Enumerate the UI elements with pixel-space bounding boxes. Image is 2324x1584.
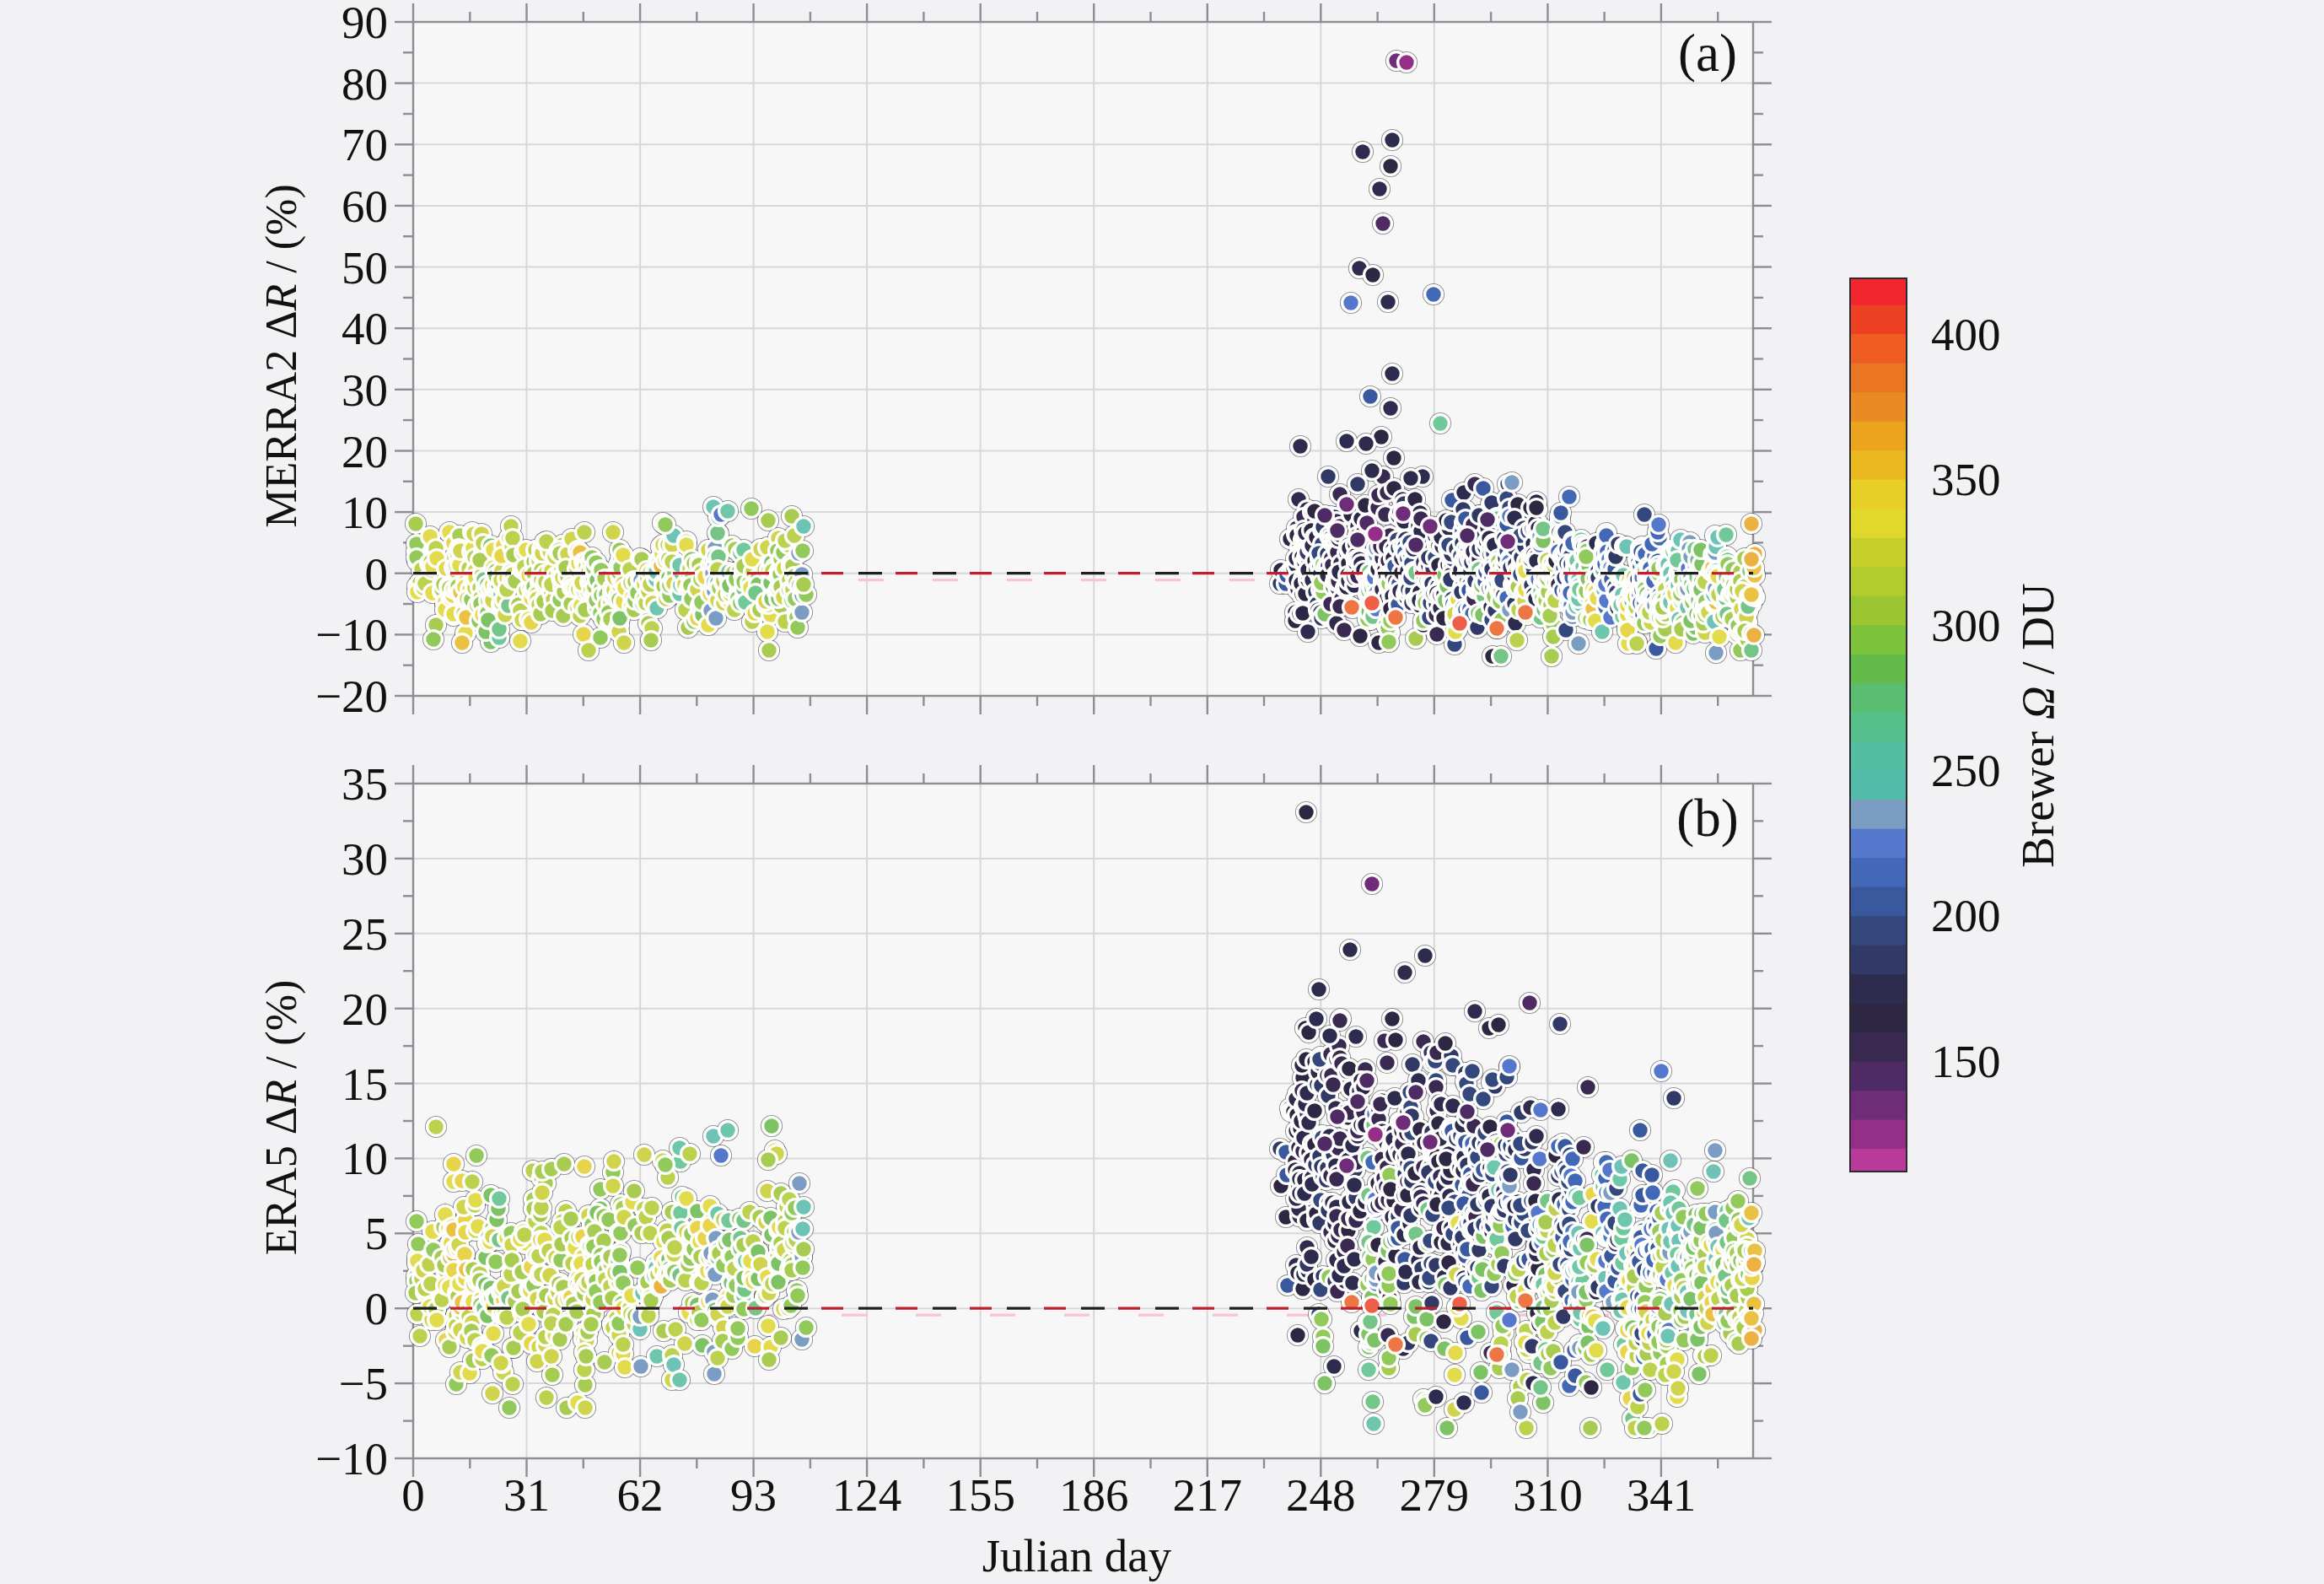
svg-text:10: 10: [342, 1133, 388, 1184]
svg-text:MERRA2 ΔR / (%): MERRA2 ΔR / (%): [257, 184, 306, 528]
svg-text:30: 30: [342, 364, 388, 416]
svg-text:−10: −10: [315, 609, 388, 660]
svg-text:124: 124: [832, 1469, 902, 1521]
svg-text:70: 70: [342, 119, 388, 170]
svg-text:0: 0: [401, 1469, 425, 1521]
svg-text:30: 30: [342, 833, 388, 885]
svg-text:217: 217: [1173, 1469, 1243, 1521]
svg-text:20: 20: [342, 983, 388, 1035]
svg-text:310: 310: [1513, 1469, 1583, 1521]
svg-text:31: 31: [503, 1469, 550, 1521]
svg-text:0: 0: [365, 1283, 389, 1334]
svg-text:80: 80: [342, 58, 388, 110]
svg-text:−5: −5: [338, 1358, 388, 1409]
svg-text:0: 0: [365, 548, 389, 600]
svg-text:5: 5: [365, 1208, 389, 1259]
svg-text:279: 279: [1400, 1469, 1470, 1521]
svg-text:150: 150: [1931, 1036, 2001, 1087]
svg-text:350: 350: [1931, 454, 2001, 505]
svg-text:−10: −10: [315, 1433, 388, 1484]
svg-text:(b): (b): [1676, 789, 1738, 848]
svg-text:400: 400: [1931, 309, 2001, 360]
svg-text:20: 20: [342, 426, 388, 477]
svg-text:90: 90: [342, 0, 388, 48]
svg-text:341: 341: [1627, 1469, 1697, 1521]
svg-text:250: 250: [1931, 745, 2001, 796]
svg-text:200: 200: [1931, 890, 2001, 941]
svg-text:15: 15: [342, 1059, 388, 1110]
svg-text:300: 300: [1931, 600, 2001, 651]
svg-text:155: 155: [945, 1469, 1015, 1521]
svg-text:25: 25: [342, 908, 388, 960]
svg-text:60: 60: [342, 180, 388, 232]
svg-text:10: 10: [342, 487, 388, 538]
svg-text:186: 186: [1059, 1469, 1129, 1521]
svg-text:248: 248: [1286, 1469, 1356, 1521]
svg-text:40: 40: [342, 303, 388, 354]
svg-text:−20: −20: [315, 671, 388, 722]
svg-text:62: 62: [617, 1469, 664, 1521]
svg-text:ERA5 ΔR / (%): ERA5 ΔR / (%): [257, 980, 306, 1256]
svg-text:93: 93: [730, 1469, 777, 1521]
svg-text:Julian day: Julian day: [982, 1530, 1172, 1581]
svg-text:35: 35: [342, 758, 388, 810]
svg-text:50: 50: [342, 242, 388, 294]
svg-text:Brewer Ω / DU: Brewer Ω / DU: [2012, 583, 2063, 868]
svg-text:(a): (a): [1678, 24, 1737, 83]
